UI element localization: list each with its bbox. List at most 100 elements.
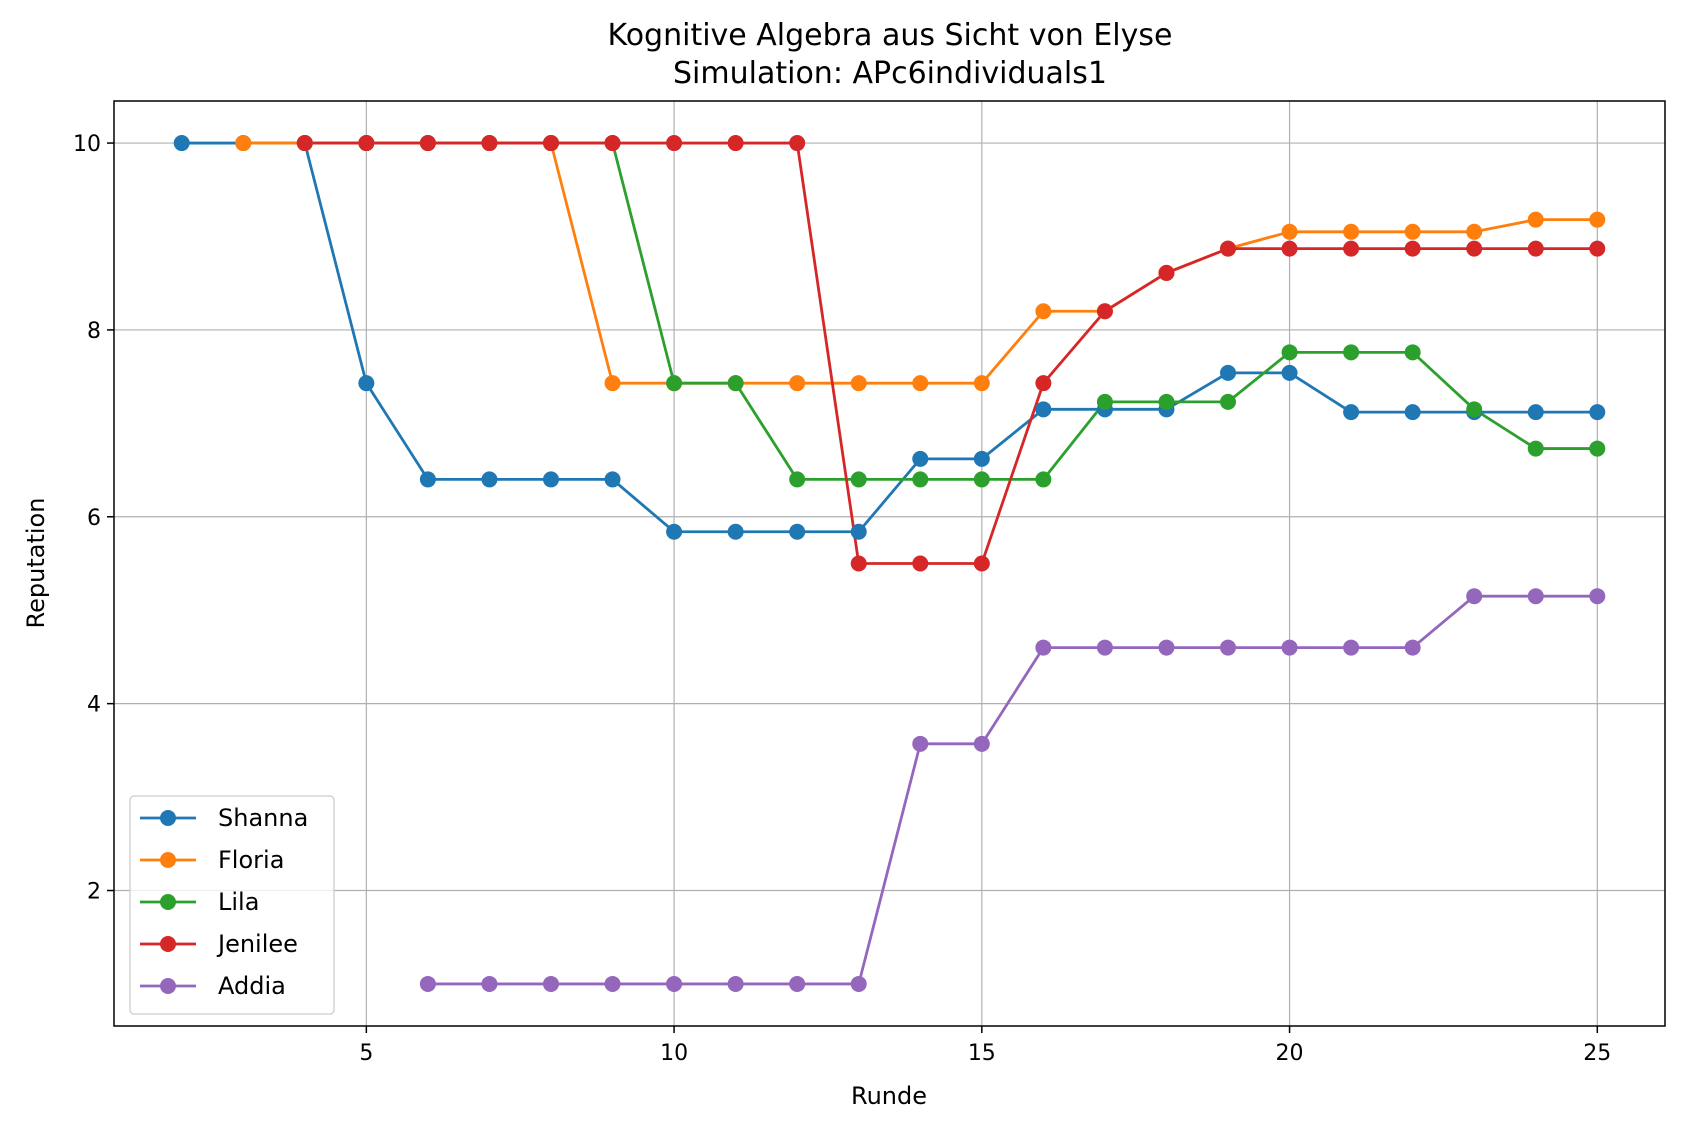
data-point-addia — [1281, 639, 1298, 656]
data-point-shanna — [358, 375, 375, 392]
data-point-addia — [1343, 639, 1360, 656]
data-point-addia — [912, 735, 929, 752]
data-point-jenilee — [604, 135, 621, 152]
data-point-jenilee — [358, 135, 375, 152]
data-point-shanna — [789, 523, 806, 540]
data-point-lila — [666, 375, 683, 392]
data-point-floria — [1466, 223, 1483, 240]
x-tick-label: 20 — [1276, 1041, 1304, 1066]
y-tick-label: 6 — [87, 506, 101, 531]
data-point-shanna — [419, 471, 436, 488]
data-point-shanna — [666, 523, 683, 540]
data-point-lila — [912, 471, 929, 488]
data-point-floria — [1404, 223, 1421, 240]
x-tick-label: 15 — [968, 1041, 996, 1066]
legend-marker-addia — [160, 978, 176, 994]
data-point-jenilee — [1096, 303, 1113, 320]
data-point-lila — [1281, 344, 1298, 361]
x-axis-ticks: 5 10 15 20 25 — [359, 1026, 1611, 1066]
data-point-jenilee — [1035, 375, 1052, 392]
data-point-addia — [481, 975, 498, 992]
data-point-addia — [1158, 639, 1175, 656]
series-points — [173, 135, 1606, 992]
data-point-lila — [1220, 393, 1237, 410]
legend-label-shanna: Shanna — [218, 804, 308, 832]
legend-marker-shanna — [160, 810, 176, 826]
data-point-addia — [419, 975, 436, 992]
y-tick-label: 4 — [87, 693, 101, 718]
series-line-shanna — [181, 141, 1598, 534]
data-point-addia — [1527, 588, 1544, 605]
data-point-jenilee — [973, 555, 990, 572]
series-line-jenilee — [304, 141, 1598, 565]
data-point-floria — [1589, 211, 1606, 228]
data-point-lila — [973, 471, 990, 488]
legend-label-addia: Addia — [218, 972, 286, 1000]
legend-item-jenilee: Jenilee — [140, 930, 298, 958]
legend-marker-floria — [160, 852, 176, 868]
data-point-addia — [789, 975, 806, 992]
legend-label-lila: Lila — [218, 888, 259, 916]
legend-box — [129, 795, 335, 1015]
data-point-jenilee — [789, 135, 806, 152]
data-point-addia — [1035, 639, 1052, 656]
data-point-addia — [850, 975, 867, 992]
data-point-jenilee — [1466, 240, 1483, 257]
data-point-shanna — [1589, 404, 1606, 421]
data-point-jenilee — [1404, 240, 1421, 257]
data-point-jenilee — [296, 135, 313, 152]
data-point-floria — [1035, 303, 1052, 320]
data-point-lila — [1466, 401, 1483, 418]
data-point-floria — [973, 375, 990, 392]
data-point-shanna — [727, 523, 744, 540]
data-point-addia — [973, 735, 990, 752]
data-point-floria — [1281, 223, 1298, 240]
data-point-shanna — [604, 471, 621, 488]
x-tick-label: 5 — [359, 1041, 373, 1066]
chart-subtitle: Simulation: APc6individuals1 — [673, 56, 1107, 91]
legend-item-lila: Lila — [140, 888, 259, 916]
data-point-jenilee — [542, 135, 559, 152]
y-axis-label: Reputation — [22, 498, 50, 629]
data-point-jenilee — [419, 135, 436, 152]
data-point-shanna — [1527, 404, 1544, 421]
data-point-shanna — [1404, 404, 1421, 421]
data-point-jenilee — [1281, 240, 1298, 257]
legend-marker-lila — [160, 894, 176, 910]
data-point-jenilee — [912, 555, 929, 572]
data-point-shanna — [1220, 364, 1237, 381]
data-point-shanna — [481, 471, 498, 488]
data-point-floria — [912, 375, 929, 392]
data-point-lila — [727, 375, 744, 392]
y-axis-ticks: 2 4 6 8 10 — [73, 132, 114, 905]
series-line-addia — [427, 594, 1598, 986]
data-point-shanna — [1035, 401, 1052, 418]
data-point-floria — [1343, 223, 1360, 240]
data-point-jenilee — [1220, 240, 1237, 257]
data-point-lila — [1158, 393, 1175, 410]
data-point-jenilee — [1589, 240, 1606, 257]
data-point-jenilee — [1158, 264, 1175, 281]
data-point-jenilee — [850, 555, 867, 572]
x-tick-label: 25 — [1583, 1041, 1611, 1066]
data-point-lila — [1404, 344, 1421, 361]
data-point-floria — [789, 375, 806, 392]
data-point-addia — [1404, 639, 1421, 656]
data-point-lila — [1527, 440, 1544, 457]
data-point-floria — [235, 135, 252, 152]
data-point-lila — [1035, 471, 1052, 488]
data-point-addia — [727, 975, 744, 992]
data-point-lila — [1096, 393, 1113, 410]
data-point-floria — [604, 375, 621, 392]
data-point-shanna — [973, 450, 990, 467]
data-point-addia — [1466, 588, 1483, 605]
legend-item-addia: Addia — [140, 972, 286, 1000]
data-point-addia — [604, 975, 621, 992]
legend-marker-jenilee — [160, 936, 176, 952]
data-point-addia — [1096, 639, 1113, 656]
y-tick-label: 8 — [87, 319, 101, 344]
data-point-shanna — [1281, 364, 1298, 381]
y-tick-label: 10 — [73, 132, 101, 157]
legend-label-jenilee: Jenilee — [216, 930, 298, 958]
